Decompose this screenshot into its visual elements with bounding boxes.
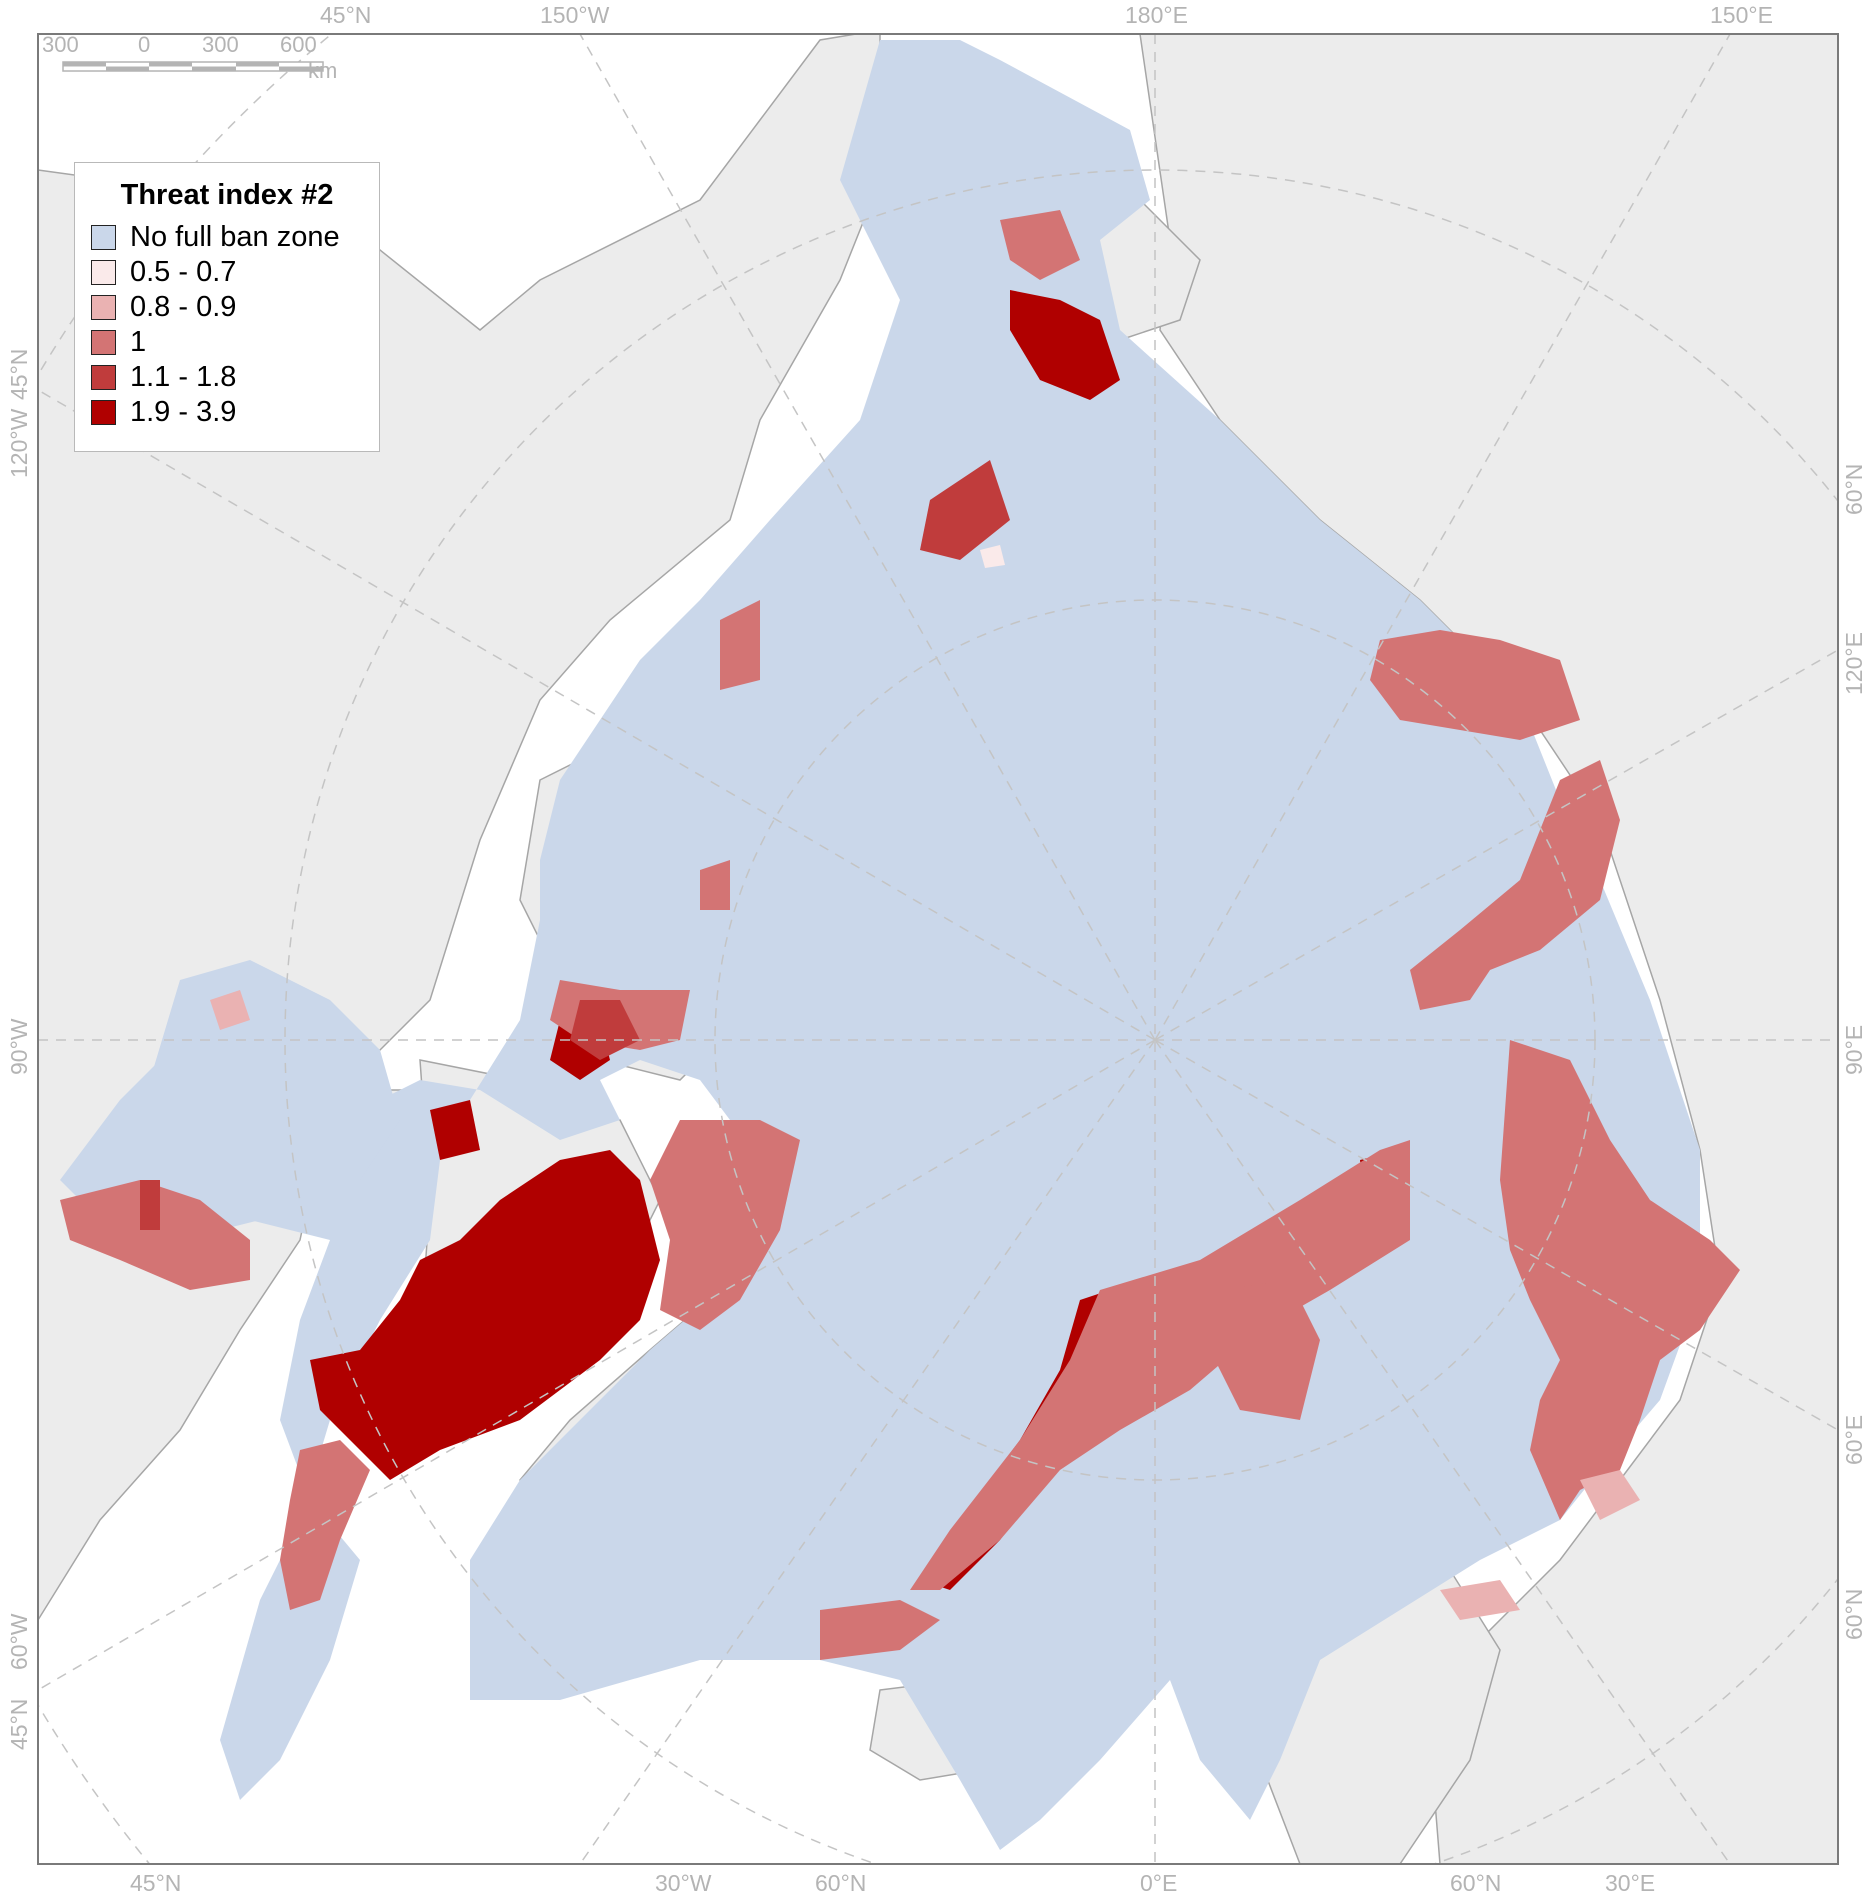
- threat-zone-1-beaufort-east: [700, 860, 730, 910]
- graticule-meridian-120e: [1154, 649, 1838, 1041]
- scale-tick-300: 300: [202, 32, 239, 57]
- threat-zone-1-beaufort: [720, 600, 760, 690]
- threat-zone-1-east-siberian: [1370, 630, 1580, 740]
- threat-zone-0.8-0.9-fringe-c: [210, 990, 250, 1030]
- threat-zone-1.9-3.9-foxe: [430, 1100, 480, 1160]
- graticule-meridian-30e: [1154, 1039, 1731, 1864]
- label-bottom-60n-b: 60°N: [1450, 1870, 1502, 1896]
- legend-label: 0.5 - 0.7: [130, 255, 237, 288]
- threat-zone-1-siberian-shelf: [1500, 1040, 1740, 1520]
- scale-tick-600: 600: [280, 32, 317, 57]
- threat-zone-1.1-1.8-bering: [920, 460, 1010, 560]
- label-left-45n: 45°N: [6, 348, 32, 400]
- threat-zone-1-barents: [910, 1140, 1410, 1590]
- legend-swatch: [91, 364, 116, 390]
- threat-zone-1-greenland-south: [820, 1600, 940, 1660]
- legend-title: Threat index #2: [120, 179, 334, 211]
- legend-swatch: [91, 224, 116, 250]
- legend-label: 1.9 - 3.9: [130, 395, 237, 428]
- graticule-meridian-30w: [579, 34, 1156, 1041]
- label-right-60n-b: 60°N: [1841, 1588, 1867, 1640]
- legend-swatch: [91, 399, 116, 425]
- label-left-45n-b: 45°N: [6, 1698, 32, 1750]
- threat-index-zones: [60, 210, 1740, 1660]
- hudson-bay-zone: [80, 960, 400, 1250]
- label-top-45n: 45°N: [320, 2, 372, 28]
- label-bottom-0e: 0°E: [1140, 1870, 1178, 1896]
- threat-zone-1-labrador: [280, 1440, 370, 1610]
- label-top-150e: 150°E: [1710, 2, 1773, 28]
- legend-label: 0.8 - 0.9: [130, 290, 237, 323]
- threat-zone-1-svalbard-ring: [1210, 1280, 1320, 1420]
- legend-swatch: [91, 329, 116, 355]
- threat-zone-0.8-0.9-fringe-b: [1440, 1580, 1520, 1620]
- threat-zone-1-baffin-bay: [650, 1120, 800, 1330]
- label-right-120e: 120°E: [1841, 632, 1867, 695]
- scale-tick-0: 0: [138, 32, 151, 57]
- legend-item-0.8-0.9: 0.8 - 0.9: [91, 291, 236, 323]
- label-left-120w: 120°W: [6, 408, 32, 478]
- legend-item-1: 1: [91, 326, 146, 358]
- legend-item-no-full-ban: No full ban zone: [91, 221, 340, 253]
- label-right-60e: 60°E: [1841, 1414, 1867, 1465]
- legend-label: No full ban zone: [130, 220, 340, 253]
- threat-zone-1-laptev: [1410, 760, 1620, 1010]
- label-right-60n: 60°N: [1841, 463, 1867, 515]
- label-bottom-60n-a: 60°N: [815, 1870, 867, 1896]
- legend-swatch: [91, 294, 116, 320]
- threat-zone-1-chukchi: [1000, 210, 1080, 280]
- label-bottom-30w: 30°W: [655, 1870, 712, 1896]
- legend: Threat index #2 No full ban zone 0.5 - 0…: [74, 162, 380, 452]
- legend-label: 1: [130, 325, 147, 358]
- threat-zone-1.9-3.9-bering: [1010, 290, 1120, 400]
- threat-zone-0.5-0.7-fringe: [980, 545, 1005, 568]
- legend-item-1.9-3.9: 1.9 - 3.9: [91, 396, 236, 428]
- graticule-meridian-150w: [579, 1039, 1156, 1864]
- threat-zone-1-hudson-bay-west: [60, 1180, 250, 1290]
- graticule-meridian-60e: [1154, 1039, 1838, 1431]
- threat-zone-1.9-3.9: [310, 1150, 660, 1480]
- map-frame: [37, 33, 1839, 1865]
- label-right-90e: 90°E: [1841, 1024, 1867, 1075]
- label-bottom-30e: 30°E: [1605, 1870, 1656, 1896]
- threat-zone-0.8-0.9-fringe-a: [1580, 1470, 1640, 1520]
- threat-zone-1.1-1.8-hudson: [140, 1180, 160, 1230]
- label-top-180e: 180°E: [1125, 2, 1188, 28]
- scale-bar: 300 0 300 600 km: [40, 34, 370, 84]
- legend-label: 1.1 - 1.8: [130, 360, 237, 393]
- legend-swatch: [91, 259, 116, 285]
- label-left-90w: 90°W: [6, 1018, 32, 1076]
- scale-bar-graphic: [62, 61, 324, 72]
- graticule-meridian-150e: [1154, 34, 1731, 1041]
- label-bottom-45n: 45°N: [130, 1870, 182, 1896]
- label-left-60w: 60°W: [6, 1613, 32, 1671]
- legend-item-0.5-0.7: 0.5 - 0.7: [91, 256, 236, 288]
- legend-item-1.1-1.8: 1.1 - 1.8: [91, 361, 236, 393]
- scale-unit: km: [308, 58, 338, 83]
- label-top-150w: 150°W: [540, 2, 610, 28]
- threat-zone-1.1-1.8-baffin: [570, 1000, 640, 1060]
- scale-tick-300-left: 300: [42, 32, 79, 57]
